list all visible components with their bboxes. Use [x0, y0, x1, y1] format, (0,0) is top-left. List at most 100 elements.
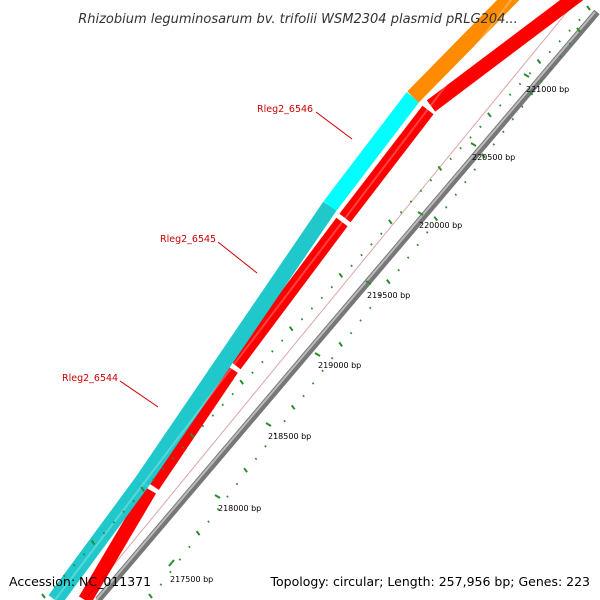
tick-mark	[171, 456, 175, 460]
scale-tick	[214, 494, 221, 499]
tick-mark	[181, 446, 185, 449]
tick-mark	[254, 457, 258, 461]
tick-mark	[273, 432, 277, 435]
gene-track	[48, 0, 520, 600]
tick-mark	[518, 82, 522, 86]
tick-mark	[380, 232, 383, 235]
tick-mark	[239, 379, 244, 385]
scale-label-218500: 218500 bp	[268, 432, 311, 441]
tick-mark	[459, 146, 462, 150]
tick-mark	[378, 294, 381, 297]
tick-mark	[211, 414, 215, 417]
scale-tick	[470, 142, 477, 147]
tick-mark	[437, 165, 443, 171]
tick-mark	[387, 219, 393, 225]
tick-mark	[162, 467, 165, 471]
leader-line	[315, 111, 353, 140]
tick-mark	[481, 153, 486, 159]
tick-mark	[368, 306, 372, 310]
tick-mark	[559, 55, 562, 58]
scale-label-219000: 219000 bp	[318, 361, 361, 370]
tick-mark	[528, 90, 534, 96]
cds-segment	[78, 486, 157, 600]
tick-mark	[251, 371, 254, 374]
tick-mark	[169, 570, 172, 574]
gene-label-rleg2-6544[interactable]: Rleg2_6544	[62, 373, 118, 384]
tick-mark	[350, 264, 353, 268]
tick-mark	[264, 445, 267, 448]
leader-line	[217, 241, 258, 274]
gene-bar-rleg2-6545[interactable]	[135, 201, 337, 487]
gene-label-rleg2-6545[interactable]: Rleg2_6545	[160, 234, 216, 245]
scale-label-217500: 217500 bp	[170, 575, 213, 584]
tick-mark	[540, 80, 543, 83]
tick-mark	[464, 180, 467, 184]
tick-mark	[385, 279, 391, 285]
scale-label-221000: 221000 bp	[526, 85, 569, 94]
tick-mark	[359, 319, 362, 322]
tick-mark	[521, 105, 524, 108]
cds-segment	[147, 365, 238, 490]
tick-mark	[195, 530, 201, 536]
tick-mark	[558, 40, 561, 43]
tick-mark	[511, 117, 515, 121]
cds-segment	[229, 217, 348, 370]
tick-mark	[159, 583, 163, 586]
tick-mark	[122, 510, 125, 513]
tick-mark	[338, 272, 344, 278]
tick-mark	[53, 585, 56, 588]
gene-bar-rleg2-6544[interactable]	[48, 477, 149, 600]
summary-text: Topology: circular; Length: 257,956 bp; …	[270, 574, 591, 589]
accession-text: Accession: NC_011371	[9, 574, 151, 589]
tick-mark	[140, 486, 145, 492]
tick-mark	[221, 403, 225, 407]
cds-segment	[339, 105, 434, 223]
tick-mark	[330, 356, 334, 360]
tick-mark	[433, 216, 439, 222]
scale-tick	[265, 422, 272, 427]
tick-mark	[243, 467, 248, 473]
tick-mark	[90, 539, 96, 546]
tick-mark	[321, 369, 324, 373]
tick-mark	[548, 50, 552, 54]
tick-mark	[311, 382, 315, 385]
scale-label-220500: 220500 bp	[472, 153, 515, 162]
tick-mark	[549, 67, 553, 71]
tick-mark	[207, 520, 210, 523]
tick-mark	[302, 394, 305, 398]
tick-mark	[189, 433, 195, 439]
backbone-line	[95, 9, 600, 600]
scale-labels: 217500 bp 218000 bp 218500 bp 219000 bp …	[168, 73, 569, 584]
tick-mark	[416, 243, 419, 247]
tick-mark	[508, 93, 512, 96]
tick-mark	[449, 157, 452, 161]
tick-mark	[226, 495, 229, 498]
tick-mark	[479, 125, 482, 129]
tick-mark	[454, 193, 458, 196]
tick-mark	[502, 130, 505, 134]
tick-mark	[280, 339, 284, 342]
tick-mark	[188, 545, 191, 549]
tick-row-inner	[148, 27, 581, 599]
tick-mark	[330, 285, 334, 289]
tick-mark	[112, 521, 116, 524]
tick-mark	[310, 307, 314, 310]
gene-bar-neighbor[interactable]	[407, 0, 520, 103]
tick-mark	[271, 350, 274, 353]
tick-mark	[288, 326, 294, 332]
tick-mark	[41, 593, 46, 599]
gene-label-rleg2-6546[interactable]: Rleg2_6546	[257, 104, 313, 115]
gene-bar-rleg2-6546[interactable]	[323, 92, 420, 211]
tick-mark	[473, 168, 477, 171]
tick-mark	[568, 42, 572, 46]
scale-tick	[523, 73, 530, 78]
tick-mark	[406, 256, 410, 259]
scale-tick	[314, 352, 321, 357]
tick-mark	[409, 200, 413, 203]
tick-mark	[425, 231, 429, 234]
tick-mark	[261, 360, 264, 364]
tick-mark	[152, 478, 155, 481]
tick-mark	[568, 29, 571, 32]
tick-mark	[487, 112, 492, 118]
tick-mark	[586, 5, 591, 11]
